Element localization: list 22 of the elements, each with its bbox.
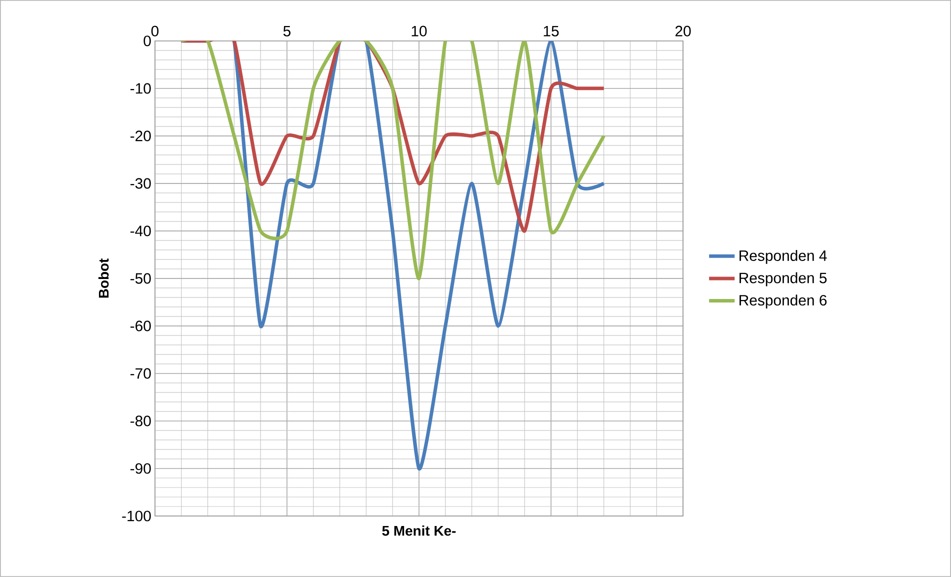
y-tick-label: -50 xyxy=(130,273,151,284)
y-tick-label: -70 xyxy=(130,368,151,379)
y-tick-label: -30 xyxy=(130,178,151,189)
y-tick-label: 0 xyxy=(144,36,151,46)
y-tick-label: -90 xyxy=(130,463,151,474)
x-tick-label: 10 xyxy=(412,26,427,36)
y-axis-title: Bobot xyxy=(98,258,109,298)
x-tick-label: 15 xyxy=(544,26,559,36)
x-tick-label: 20 xyxy=(675,26,691,36)
y-tick-label: -60 xyxy=(130,320,151,332)
y-tick-label: -10 xyxy=(130,83,151,94)
y-tick-label: -40 xyxy=(130,226,151,236)
y-tick-label: -100 xyxy=(122,510,151,522)
legend-label: Responden 5 xyxy=(740,272,827,286)
y-tick-label: -20 xyxy=(130,130,151,142)
x-axis-title: 5 Menit Ke- xyxy=(382,526,456,536)
legend-label: Responden 6 xyxy=(740,294,827,309)
y-tick-label: -80 xyxy=(130,416,151,426)
x-tick-label: 0 xyxy=(151,26,159,36)
legend-label: Responden 4 xyxy=(740,250,827,264)
x-tick-label: 5 xyxy=(283,26,290,36)
line-series xyxy=(180,40,606,280)
